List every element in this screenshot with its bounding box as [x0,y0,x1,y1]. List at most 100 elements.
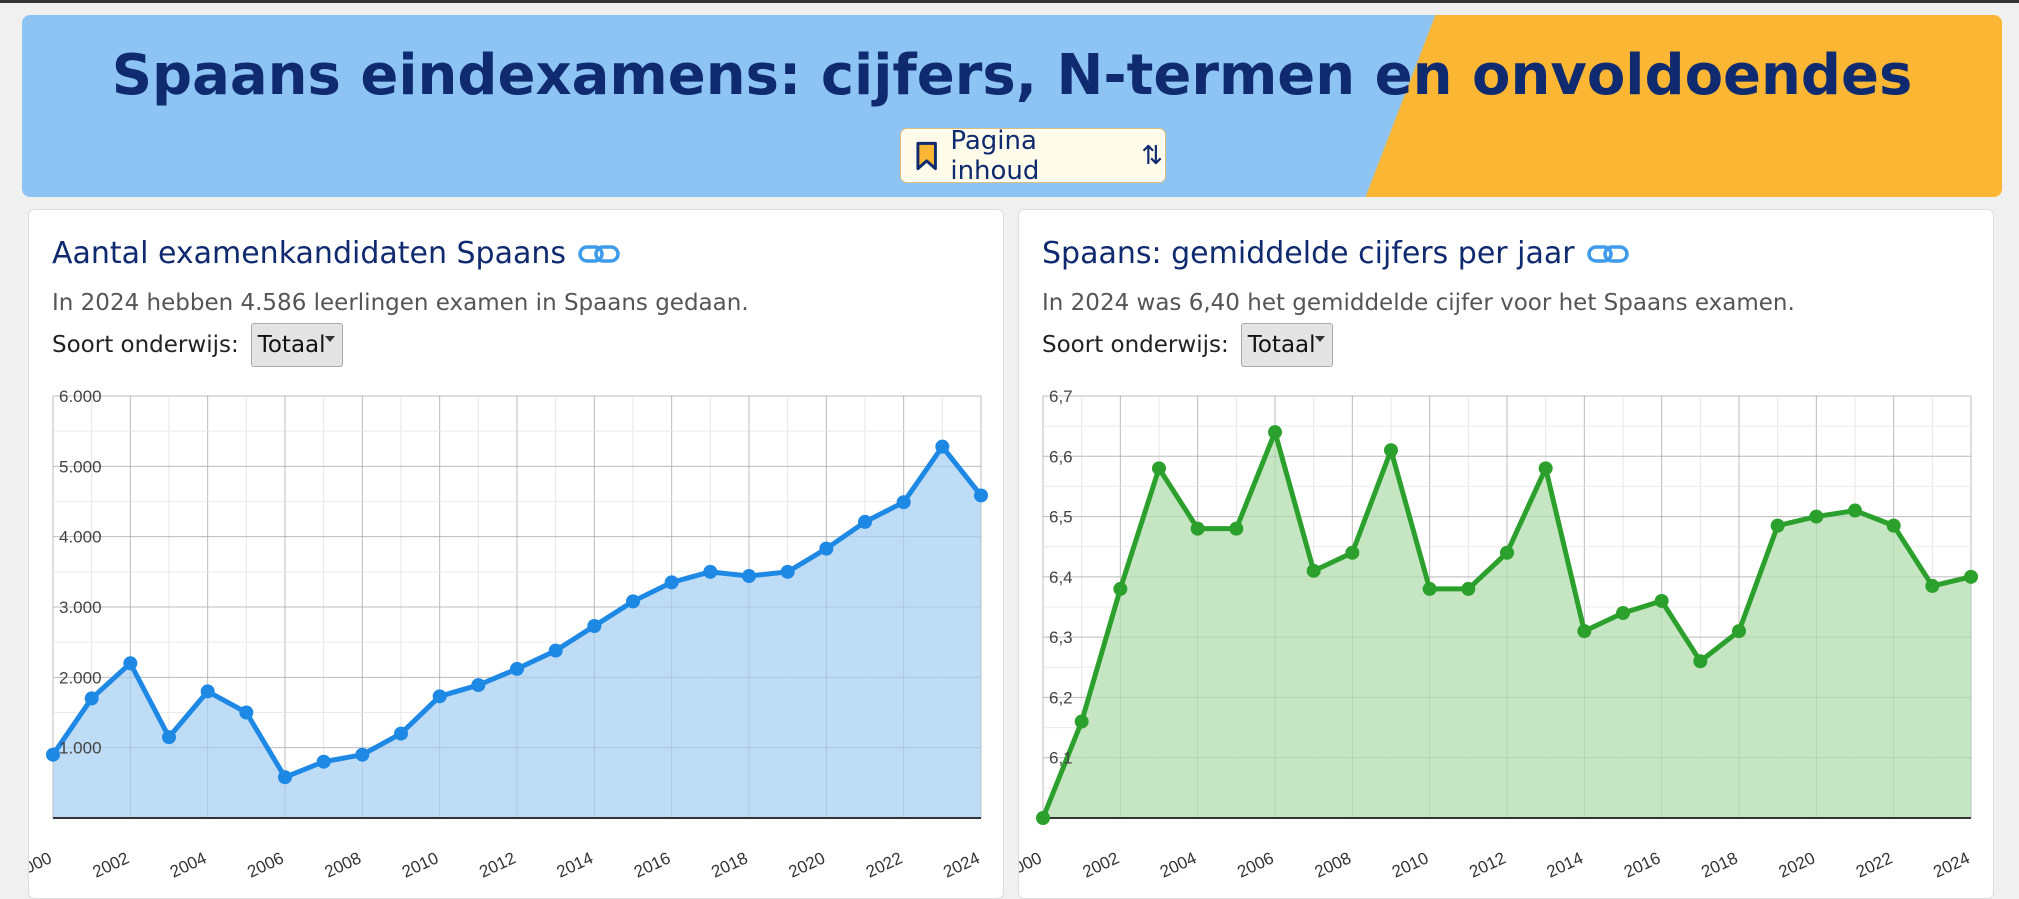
y-tick-label: 6,6 [1049,447,1073,466]
data-point [355,747,370,762]
data-point [896,495,911,510]
data-point [780,564,795,579]
x-tick-label: 2012 [476,848,518,881]
education-type-select[interactable]: Totaal [250,323,343,367]
data-point [46,747,60,762]
toc-label: Pagina inhoud [950,125,1040,186]
data-point [1886,518,1901,533]
sort-arrows-icon: ⇅ [1141,140,1163,171]
x-tick-label: 2018 [708,848,750,881]
data-point [1925,578,1940,593]
data-point [1461,581,1476,596]
y-tick-label: 6.000 [59,388,102,406]
data-point [819,541,834,556]
data-point [703,564,718,579]
x-tick-label: 2014 [554,848,596,881]
data-point [1422,581,1437,596]
data-point [1500,545,1514,560]
data-point [1809,509,1824,524]
x-tick-label: 2022 [863,848,905,881]
x-tick-label: 2000 [29,848,55,881]
x-tick-label: 2016 [1621,848,1663,881]
select-value: Totaal [1247,332,1316,358]
education-type-select[interactable]: Totaal [1240,323,1333,367]
header-banner: Spaans eindexamens: cijfers, N-termen en… [22,15,2002,197]
data-point [471,678,486,693]
card-title: Aantal examenkandidaten Spaans [52,236,620,271]
grades-chart: 6,1 6,2 6,3 6,4 6,5 6,6 6,7 2000 2002 2004 2006 200… [1019,388,1978,882]
filter-label: Soort onderwijs: [1042,332,1229,358]
x-tick-label: 2024 [1930,848,1972,881]
card-candidates: Aantal examenkandidaten Spaans In 2024 h… [28,209,1004,899]
data-point [84,691,99,706]
data-point [664,575,679,590]
x-tick-label: 2008 [322,848,364,881]
y-tick-label: 3.000 [59,598,102,617]
area-fill [1043,432,1971,818]
card-subtitle: In 2024 was 6,40 het gemiddelde cijfer v… [1042,290,1795,316]
x-tick-label: 2014 [1544,848,1586,881]
data-point [278,770,292,785]
data-point [1693,654,1708,669]
data-point [1113,581,1128,596]
x-tick-label: 2000 [1019,848,1045,881]
data-point [1616,606,1630,621]
y-tick-label: 6,7 [1049,388,1073,406]
x-tick-label: 2024 [940,848,982,881]
x-tick-label: 2010 [399,848,441,881]
top-border [0,0,2019,3]
x-tick-label: 2020 [1776,848,1818,881]
data-point [1229,521,1244,536]
caret-down-icon [1314,336,1325,342]
data-point [1538,461,1553,476]
x-tick-label: 2008 [1312,848,1354,881]
data-point [162,730,176,745]
data-point [510,661,524,676]
link-icon[interactable] [1586,243,1629,265]
card-title: Spaans: gemiddelde cijfers per jaar [1042,236,1629,271]
data-point [1074,714,1089,729]
data-point [626,594,640,609]
data-point [1345,545,1360,560]
filter-row: Soort onderwijs: Totaal [52,323,343,367]
table-of-contents-button[interactable]: Pagina inhoud ⇅ [901,126,1165,186]
data-point [394,726,408,741]
data-point [974,488,988,503]
card-title-text: Aantal examenkandidaten Spaans [52,236,567,271]
data-point [587,618,602,633]
x-tick-label: 2002 [90,848,132,881]
x-tick-label: 2012 [1466,848,1508,881]
data-point [1654,593,1669,608]
link-icon[interactable] [578,243,620,265]
x-tick-label: 2004 [1157,848,1199,881]
y-tick-label: 1.000 [59,739,102,758]
data-point [1036,811,1050,825]
x-tick-label: 2002 [1080,848,1122,881]
data-point [200,684,215,699]
select-value: Totaal [257,332,326,358]
data-point [1577,624,1592,639]
data-point [1152,461,1166,476]
caret-down-icon [324,336,335,342]
x-tick-label: 2016 [631,848,673,881]
x-tick-label: 2006 [244,848,286,881]
data-point [239,705,254,720]
area-fill [53,446,981,818]
data-point [1384,443,1398,458]
card-grades: Spaans: gemiddelde cijfers per jaar In 2… [1018,209,1994,899]
data-point [742,569,756,584]
y-tick-label: 5.000 [59,457,102,476]
y-tick-label: 2.000 [59,668,102,687]
x-tick-label: 2018 [1698,848,1740,881]
card-title-text: Spaans: gemiddelde cijfers per jaar [1042,236,1575,271]
bookmark-icon [916,141,937,170]
data-point [1732,624,1746,639]
data-point [432,689,447,704]
card-subtitle: In 2024 hebben 4.586 leerlingen examen i… [52,290,749,316]
x-tick-label: 2022 [1853,848,1895,881]
data-point [548,643,563,658]
page-title: Spaans eindexamens: cijfers, N-termen en… [111,43,1913,108]
x-tick-label: 2004 [167,848,209,881]
data-point [316,754,331,769]
y-tick-label: 4.000 [59,528,102,547]
